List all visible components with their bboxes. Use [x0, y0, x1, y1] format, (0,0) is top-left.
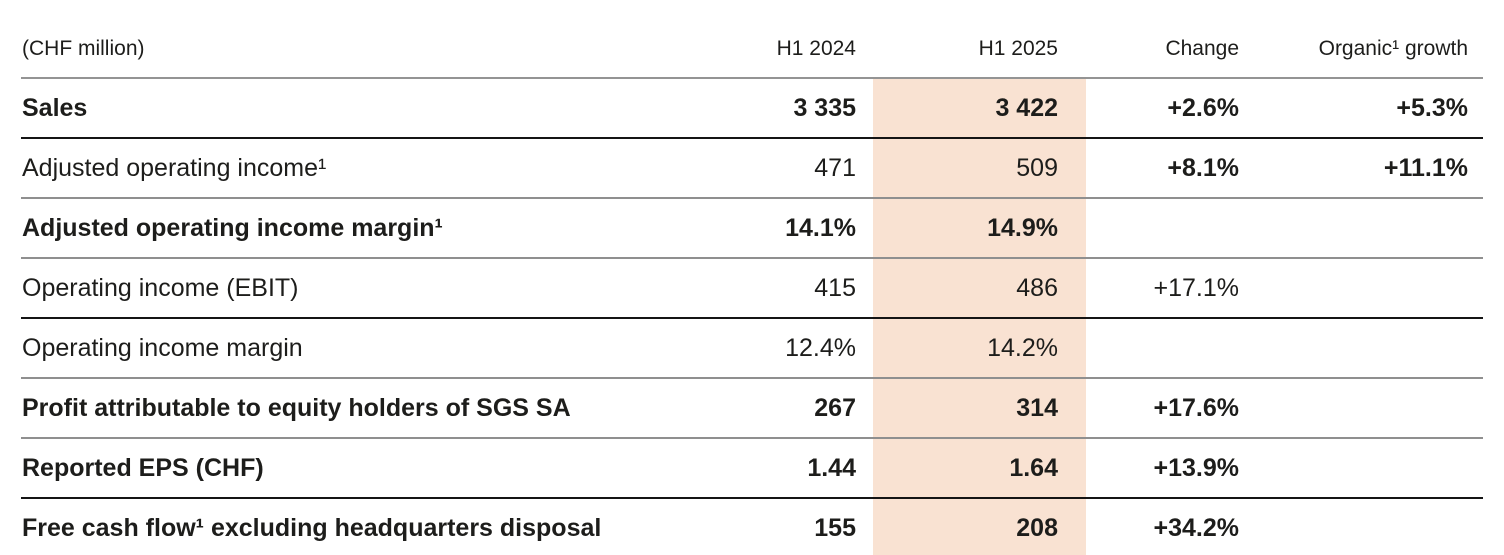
cell-h1-2025-highlighted: 14.9% — [873, 198, 1086, 259]
row-label: Profit attributable to equity holders of… — [21, 378, 581, 439]
cell-h1-2025-highlighted: 509 — [873, 138, 1086, 199]
cell-organic-growth — [1254, 438, 1483, 499]
cell-change: +2.6% — [1086, 78, 1254, 139]
cell-h1-2024: 415 — [581, 258, 873, 319]
cell-h1-2025-highlighted: 1.64 — [873, 438, 1086, 499]
cell-h1-2024: 471 — [581, 138, 873, 199]
cell-h1-2025-highlighted: 486 — [873, 258, 1086, 319]
cell-organic-growth — [1254, 258, 1483, 319]
cell-h1-2024: 14.1% — [581, 198, 873, 259]
table-row-adjusted-operating-income-margin: Adjusted operating income margin¹ 14.1% … — [21, 198, 1483, 259]
cell-h1-2025-highlighted: 314 — [873, 378, 1086, 439]
header-row: (CHF million) H1 2024 H1 2025 Change Org… — [21, 20, 1483, 79]
cell-change: +34.2% — [1086, 498, 1254, 555]
cell-change: +17.1% — [1086, 258, 1254, 319]
cell-change: +13.9% — [1086, 438, 1254, 499]
row-label: Operating income margin — [21, 318, 581, 379]
row-label: Reported EPS (CHF) — [21, 438, 581, 499]
cell-h1-2024: 3 335 — [581, 78, 873, 139]
cell-h1-2024: 267 — [581, 378, 873, 439]
cell-h1-2025-highlighted: 14.2% — [873, 318, 1086, 379]
cell-organic-growth: +5.3% — [1254, 78, 1483, 139]
column-header-h1-2024: H1 2024 — [581, 20, 873, 79]
table-row-operating-income-ebit: Operating income (EBIT) 415 486 +17.1% — [21, 258, 1483, 319]
cell-organic-growth — [1254, 318, 1483, 379]
cell-change: +8.1% — [1086, 138, 1254, 199]
cell-h1-2025-highlighted: 3 422 — [873, 78, 1086, 139]
cell-organic-growth — [1254, 498, 1483, 555]
cell-change — [1086, 318, 1254, 379]
table-row-operating-income-margin: Operating income margin 12.4% 14.2% — [21, 318, 1483, 379]
cell-h1-2025-highlighted: 208 — [873, 498, 1086, 555]
cell-organic-growth — [1254, 378, 1483, 439]
cell-change: +17.6% — [1086, 378, 1254, 439]
table-row-free-cash-flow: Free cash flow¹ excluding headquarters d… — [21, 498, 1483, 555]
row-label: Sales — [21, 78, 581, 139]
cell-h1-2024: 155 — [581, 498, 873, 555]
table-row-sales: Sales 3 335 3 422 +2.6% +5.3% — [21, 78, 1483, 139]
column-header-organic-growth: Organic¹ growth — [1254, 20, 1483, 79]
table-row-adjusted-operating-income: Adjusted operating income¹ 471 509 +8.1%… — [21, 138, 1483, 199]
column-header-change: Change — [1086, 20, 1254, 79]
cell-organic-growth: +11.1% — [1254, 138, 1483, 199]
column-header-h1-2025: H1 2025 — [873, 20, 1086, 79]
row-label: Free cash flow¹ excluding headquarters d… — [21, 498, 601, 555]
cell-h1-2024: 12.4% — [581, 318, 873, 379]
row-label: Operating income (EBIT) — [21, 258, 581, 319]
table-row-profit-attributable: Profit attributable to equity holders of… — [21, 378, 1483, 439]
cell-organic-growth — [1254, 198, 1483, 259]
table-row-reported-eps: Reported EPS (CHF) 1.44 1.64 +13.9% — [21, 438, 1483, 499]
row-label: Adjusted operating income margin¹ — [21, 198, 581, 259]
cell-change — [1086, 198, 1254, 259]
cell-h1-2024: 1.44 — [581, 438, 873, 499]
row-label: Adjusted operating income¹ — [21, 138, 581, 199]
half-year-results-table: (CHF million) H1 2024 H1 2025 Change Org… — [21, 20, 1483, 555]
unit-label: (CHF million) — [21, 20, 581, 79]
